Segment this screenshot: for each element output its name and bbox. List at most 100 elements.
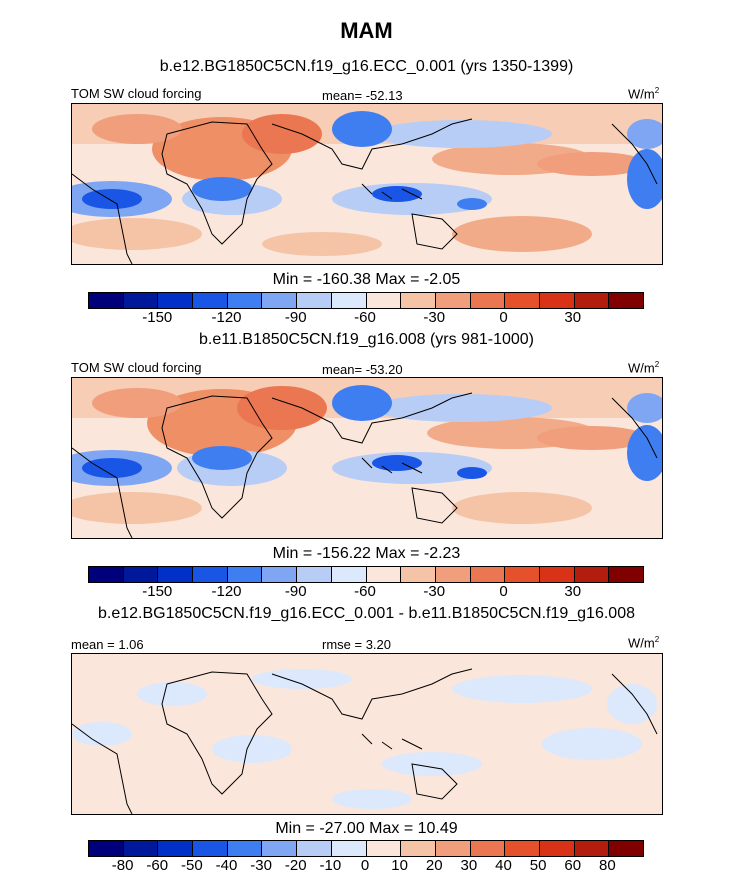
colorbar-swatch [609, 293, 643, 308]
colorbar-tick-label: 10 [391, 857, 408, 874]
colorbar-tick-label: -120 [211, 309, 242, 326]
colorbar-swatch [401, 293, 436, 308]
colorbar-swatch [193, 293, 228, 308]
colorbar-swatch [470, 293, 506, 308]
colorbar-swatch [539, 841, 575, 856]
colorbar-swatch [435, 567, 471, 582]
colorbar-swatch [262, 293, 298, 308]
panel1-colorbar [88, 292, 644, 309]
panel1-subtitle: b.e12.BG1850C5CN.f19_g16.ECC_0.001 (yrs … [159, 58, 574, 75]
colorbar-swatch [297, 567, 332, 582]
colorbar-tick-label: 30 [564, 583, 582, 600]
colorbar-tick-label: -150 [142, 309, 173, 326]
colorbar-tick-label: -90 [284, 583, 307, 600]
panel3-colorbar [88, 840, 644, 857]
panel1-units: W/m2 [628, 86, 660, 102]
colorbar-swatch [401, 841, 436, 856]
colorbar-tick-label: -80 [111, 857, 134, 874]
panel2-minmax: Min = -156.22 Max = -2.23 [272, 545, 461, 562]
figure-title: MAM [340, 18, 393, 43]
colorbar-swatch [227, 293, 263, 308]
panel2-map [71, 377, 663, 539]
colorbar-tick-label: 30 [564, 309, 582, 326]
colorbar-tick-label: -150 [142, 583, 173, 600]
panel3-map-field [72, 654, 662, 814]
colorbar-tick-label: -40 [215, 857, 238, 874]
colorbar-tick-label: -50 [181, 857, 203, 874]
colorbar-tick-label: 40 [495, 857, 512, 874]
colorbar-swatch [331, 567, 367, 582]
panel1-left-label: TOM SW cloud forcing [71, 86, 202, 101]
colorbar-swatch [193, 841, 228, 856]
colorbar-swatch [227, 567, 263, 582]
panel2-units: W/m2 [628, 360, 660, 376]
colorbar-tick-label: 0 [360, 857, 370, 874]
panel3-rmse-label: rmse = 3.20 [322, 637, 392, 652]
colorbar-swatch [539, 293, 575, 308]
panel1-minmax: Min = -160.38 Max = -2.05 [272, 271, 461, 288]
panel3-minmax: Min = -27.00 Max = 10.49 [275, 820, 458, 837]
colorbar-swatch [89, 841, 124, 856]
colorbar-swatch [262, 841, 298, 856]
colorbar-swatch [123, 293, 159, 308]
colorbar-tick-label: 0 [499, 309, 508, 326]
panel3-mean-label: mean = 1.06 [71, 637, 144, 652]
colorbar-swatch [435, 293, 471, 308]
colorbar-tick-label: -20 [284, 857, 307, 874]
colorbar-swatch [366, 293, 402, 308]
colorbar-swatch [609, 841, 643, 856]
colorbar-tick-label: -30 [250, 857, 272, 874]
colorbar-swatch [505, 567, 540, 582]
colorbar-tick-label: 50 [529, 857, 547, 874]
colorbar-tick-label: 60 [564, 857, 582, 874]
colorbar-swatch [123, 567, 159, 582]
colorbar-swatch [574, 293, 610, 308]
colorbar-swatch [158, 293, 194, 308]
panel1-map [71, 103, 663, 265]
colorbar-tick-label: -60 [354, 309, 376, 326]
panel2-mean-label: mean= -53.20 [322, 362, 403, 377]
colorbar-swatch [401, 567, 436, 582]
colorbar-swatch [574, 567, 610, 582]
colorbar-swatch [435, 841, 471, 856]
colorbar-swatch [89, 293, 124, 308]
colorbar-swatch [123, 841, 159, 856]
colorbar-swatch [297, 293, 332, 308]
colorbar-swatch [89, 567, 124, 582]
colorbar-swatch [539, 567, 575, 582]
colorbar-tick-label: -10 [319, 857, 342, 874]
colorbar-swatch [158, 841, 194, 856]
colorbar-tick-label: -90 [284, 309, 307, 326]
colorbar-tick-label: -60 [146, 857, 169, 874]
colorbar-tick-label: -30 [423, 309, 446, 326]
colorbar-swatch [227, 841, 263, 856]
colorbar-tick-label: 20 [425, 857, 443, 874]
panel1-map-field [72, 104, 662, 264]
colorbar-tick-label: -30 [423, 583, 446, 600]
colorbar-swatch [366, 841, 402, 856]
colorbar-swatch [262, 567, 298, 582]
colorbar-swatch [331, 841, 367, 856]
colorbar-swatch [331, 293, 367, 308]
colorbar-swatch [574, 841, 610, 856]
panel2-map-field [72, 378, 662, 538]
colorbar-tick-label: 30 [460, 857, 478, 874]
panel1-mean-label: mean= -52.13 [322, 88, 403, 103]
panel3-map [71, 653, 663, 815]
colorbar-swatch [505, 841, 540, 856]
panel2-left-label: TOM SW cloud forcing [71, 360, 202, 375]
panel2-subtitle: b.e11.B1850C5CN.f19_g16.008 (yrs 981-100… [198, 331, 535, 348]
colorbar-tick-label: -60 [354, 583, 376, 600]
colorbar-swatch [505, 293, 540, 308]
panel2-colorbar [88, 566, 644, 583]
colorbar-swatch [470, 841, 506, 856]
colorbar-swatch [193, 567, 228, 582]
colorbar-swatch [366, 567, 402, 582]
colorbar-tick-label: 0 [499, 583, 508, 600]
colorbar-swatch [609, 567, 643, 582]
colorbar-swatch [470, 567, 506, 582]
panel3-units: W/m2 [628, 635, 660, 651]
colorbar-tick-label: -120 [211, 583, 242, 600]
panel3-subtitle: b.e12.BG1850C5CN.f19_g16.ECC_0.001 - b.e… [98, 605, 635, 622]
colorbar-tick-label: 80 [599, 857, 616, 874]
